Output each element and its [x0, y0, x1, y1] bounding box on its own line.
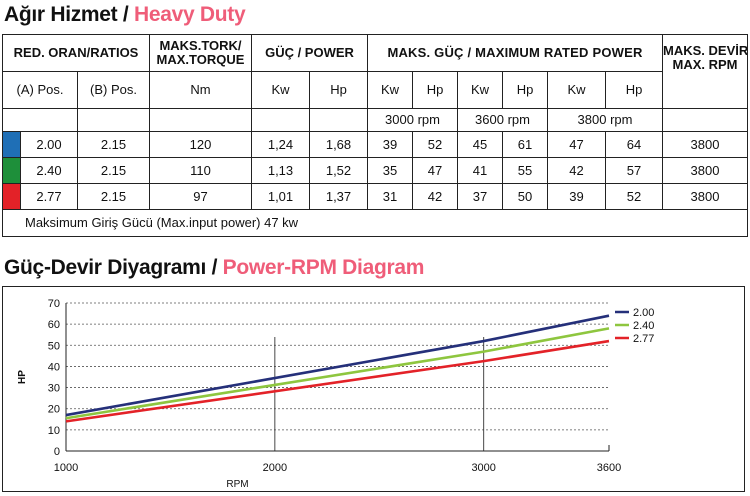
cell-hp-3600: 55 — [502, 157, 548, 184]
cell-max-rpm: 3800 — [662, 131, 749, 158]
cell-hp-3000: 42 — [412, 183, 458, 210]
table-row: 2.00 2.15 120 1,24 1,68 39 52 45 61 47 6… — [2, 131, 749, 158]
cell-kw-3800: 47 — [547, 131, 606, 158]
y-tick-label: 10 — [48, 425, 60, 437]
subheader-nm: Nm — [149, 71, 252, 109]
color-swatch-blue — [2, 131, 21, 158]
cell-max-rpm: 3800 — [662, 183, 749, 210]
cell-b-pos: 2.15 — [77, 157, 150, 184]
chart-title-turkish: Güç-Devir Diyagramı / — [4, 256, 223, 279]
y-tick-label: 20 — [48, 404, 60, 416]
rpm-3600-label: 3600 rpm — [457, 108, 548, 132]
title-turkish: Ağır Hizmet / — [4, 3, 134, 26]
chart-frame: 0 10 20 30 40 50 60 70 1000 2000 3000 3600 RPM HP 2.00… — [2, 286, 745, 492]
cell-kw: 1,24 — [251, 131, 310, 158]
x-tick-label: 3000 — [471, 462, 495, 474]
subheader-hp-3800: Hp — [604, 71, 664, 109]
header-max-power: MAKS. GÜÇ / MAXIMUM RATED POWER — [366, 34, 664, 72]
x-tick-label: 3600 — [597, 462, 621, 474]
subheader-hp-3000: Hp — [412, 71, 458, 109]
table-row: 2.40 2.15 110 1,13 1,52 35 47 41 55 42 5… — [2, 157, 749, 184]
y-tick-label: 40 — [48, 361, 60, 373]
cell-hp: 1,68 — [309, 131, 368, 158]
blank-cell — [309, 108, 368, 132]
subheader-hp: Hp — [309, 71, 368, 109]
series-line-2-00 — [65, 314, 610, 417]
x-tick-label: 2000 — [263, 462, 287, 474]
cell-kw-3800: 42 — [547, 157, 606, 184]
blank-cell — [2, 108, 78, 132]
y-tick-label: 0 — [54, 446, 60, 458]
header-ratios: RED. ORAN/RATIOS — [2, 34, 150, 72]
cell-hp: 1,37 — [309, 183, 368, 210]
cell-kw-3600: 45 — [457, 131, 503, 158]
header-torque: MAKS.TORK/MAX.TORQUE — [149, 34, 252, 72]
cell-kw-3000: 35 — [367, 157, 413, 184]
x-tick-label: 1000 — [54, 462, 78, 474]
subheader-hp-3600: Hp — [502, 71, 548, 109]
cell-hp-3800: 57 — [604, 157, 664, 184]
legend-label: 2.40 — [633, 320, 654, 332]
color-swatch-green — [2, 157, 21, 184]
blank-cell — [662, 108, 749, 132]
x-axis-label: RPM — [226, 479, 248, 490]
power-rpm-chart: 0 10 20 30 40 50 60 70 1000 2000 3000 3600 RPM HP 2.00… — [17, 298, 654, 490]
cell-nm: 120 — [149, 131, 252, 158]
cell-b-pos: 2.15 — [77, 131, 150, 158]
cell-kw-3600: 41 — [457, 157, 503, 184]
rpm-3800-label: 3800 rpm — [546, 108, 664, 132]
cell-hp: 1,52 — [309, 157, 368, 184]
subheader-kw-3600: Kw — [457, 71, 503, 109]
cell-kw: 1,01 — [251, 183, 310, 210]
cell-a-pos: 2.40 — [20, 157, 78, 184]
cell-hp-3800: 52 — [604, 183, 664, 210]
cell-hp-3000: 47 — [412, 157, 458, 184]
y-tick-label: 50 — [48, 340, 60, 352]
page-title: Ağır Hizmet / Heavy Duty — [4, 3, 246, 27]
blank-cell — [149, 108, 252, 132]
subheader-a-pos: (A) Pos. — [2, 71, 78, 109]
cell-a-pos: 2.00 — [20, 131, 78, 158]
cell-kw-3000: 39 — [367, 131, 413, 158]
legend-label: 2.77 — [633, 333, 654, 345]
footer-note: Maksimum Giriş Gücü (Max.input power) 47… — [1, 209, 749, 237]
y-tick-label: 30 — [48, 383, 60, 395]
blank-cell — [77, 108, 150, 132]
cell-hp-3600: 61 — [502, 131, 548, 158]
subheader-kw: Kw — [251, 71, 310, 109]
table-row: 2.77 2.15 97 1,01 1,37 31 42 37 50 39 52… — [2, 183, 749, 210]
subheader-b-pos: (B) Pos. — [77, 71, 150, 109]
series-line-2-77 — [65, 339, 610, 423]
header-max-rpm: MAKS. DEVİR MAX. RPM — [662, 34, 749, 109]
header-power: GÜÇ / POWER — [251, 34, 368, 72]
cell-kw-3000: 31 — [367, 183, 413, 210]
blank-cell — [251, 108, 310, 132]
cell-max-rpm: 3800 — [662, 157, 749, 184]
title-english: Heavy Duty — [133, 3, 246, 26]
cell-nm: 110 — [149, 157, 252, 184]
cell-hp-3600: 50 — [502, 183, 548, 210]
chart-title-english: Power-RPM Diagram — [222, 256, 425, 279]
subheader-kw-3800: Kw — [547, 71, 606, 109]
y-tick-label: 70 — [48, 298, 60, 310]
subheader-kw-3000: Kw — [367, 71, 413, 109]
cell-b-pos: 2.15 — [77, 183, 150, 210]
legend-label: 2.00 — [633, 307, 654, 319]
cell-nm: 97 — [149, 183, 252, 210]
cell-hp-3800: 64 — [604, 131, 664, 158]
spec-table: RED. ORAN/RATIOS MAKS.TORK/MAX.TORQUE GÜ… — [1, 34, 749, 237]
cell-kw-3600: 37 — [457, 183, 503, 210]
cell-hp-3000: 52 — [412, 131, 458, 158]
series-line-2-40 — [65, 327, 610, 420]
y-tick-label: 60 — [48, 319, 60, 331]
y-axis-label: HP — [17, 370, 28, 384]
color-swatch-red — [2, 183, 21, 210]
cell-a-pos: 2.77 — [20, 183, 78, 210]
cell-kw-3800: 39 — [547, 183, 606, 210]
chart-title: Güç-Devir Diyagramı / Power-RPM Diagram — [4, 256, 424, 280]
rpm-3000-label: 3000 rpm — [367, 108, 458, 132]
cell-kw: 1,13 — [251, 157, 310, 184]
